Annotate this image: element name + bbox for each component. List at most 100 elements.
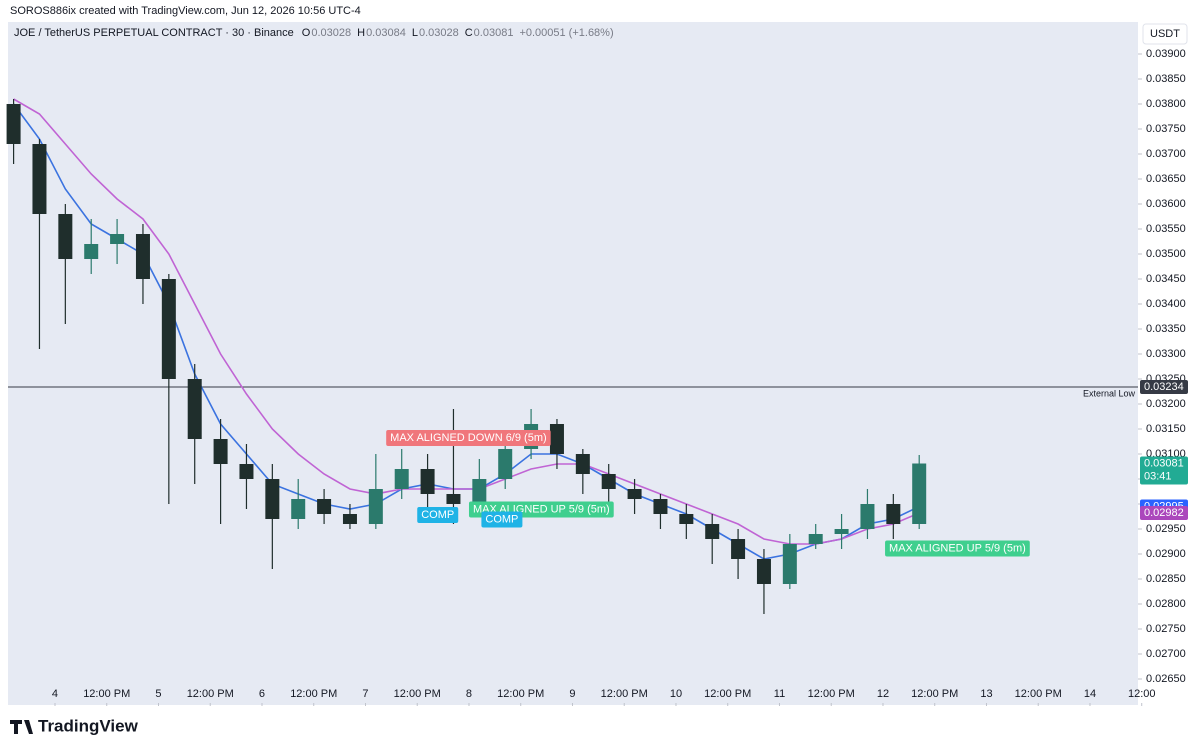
candle-body <box>239 464 254 479</box>
candle-body <box>808 534 823 544</box>
y-tick-label: 0.03750 <box>1146 123 1186 135</box>
x-tick-label: 5 <box>155 688 161 700</box>
y-tick-label: 0.03150 <box>1146 423 1186 435</box>
candle-body <box>342 514 357 524</box>
candle-body <box>317 499 332 514</box>
y-tick-label: 0.02950 <box>1146 523 1186 535</box>
x-tick-label: 13 <box>980 688 992 700</box>
x-tick-label: 12:00 PM <box>290 688 337 700</box>
ohlc-value: 0.03028 <box>419 27 459 39</box>
signal-text: COMP <box>485 513 518 525</box>
candle-body <box>601 474 616 489</box>
y-tick-label: 0.03500 <box>1146 248 1186 260</box>
plot-background <box>8 22 1138 705</box>
ohlc-value: 0.03084 <box>366 27 406 39</box>
y-tick-label: 0.03350 <box>1146 323 1186 335</box>
signal-box <box>417 507 459 523</box>
candle-body <box>84 244 99 259</box>
candle-body <box>161 279 176 379</box>
candle-body <box>213 439 228 464</box>
candle-body <box>705 524 720 539</box>
y-tick-label: 0.03400 <box>1146 298 1186 310</box>
x-tick-label: 14 <box>1084 688 1096 700</box>
candle-body <box>912 463 927 524</box>
y-tick-label: 0.03700 <box>1146 148 1186 160</box>
signal-text: COMP <box>421 509 454 521</box>
candle-body <box>782 544 797 584</box>
chart-title: JOE / TetherUS PERPETUAL CONTRACT · 30 ·… <box>14 27 294 39</box>
candle-body <box>291 499 306 519</box>
signal-label: COMP <box>481 511 523 528</box>
candle-body <box>679 514 694 524</box>
ohlc-value: 0.03028 <box>311 27 351 39</box>
ohlc-key: L <box>412 27 418 39</box>
price-axis-background <box>1138 22 1200 705</box>
x-tick-label: 4 <box>52 688 58 700</box>
x-tick-label: 12 <box>877 688 889 700</box>
logo: TradingView <box>10 716 139 735</box>
candle-body <box>446 494 461 504</box>
x-tick-label: 11 <box>774 688 785 700</box>
x-tick-label: 12:00 PM <box>911 688 958 700</box>
y-tick-label: 0.03800 <box>1146 98 1186 110</box>
moving-average <box>13 98 920 545</box>
candle-body <box>498 449 513 479</box>
candle-body <box>135 234 150 279</box>
x-tick-label: 12:00 PM <box>394 688 441 700</box>
candle-body <box>575 454 590 474</box>
candle-body <box>32 144 47 214</box>
candle-body <box>110 234 125 244</box>
price-tag-text: 0.03234 <box>1144 381 1184 393</box>
candle-body <box>265 479 280 519</box>
y-tick-label: 0.02800 <box>1146 598 1186 610</box>
logo-mark <box>10 720 33 734</box>
x-tick-label: 12:00 PM <box>187 688 234 700</box>
candle-body <box>187 379 202 439</box>
y-tick-label: 0.03600 <box>1146 198 1186 210</box>
currency: USDT <box>1150 28 1180 40</box>
y-tick-label: 0.02650 <box>1146 673 1186 685</box>
x-tick-label: 12:00 PM <box>704 688 751 700</box>
signal-text: MAX ALIGNED UP 5/9 (5m) <box>889 542 1026 554</box>
y-tick-label: 0.03900 <box>1146 48 1186 60</box>
x-tick-label: 8 <box>466 688 472 700</box>
author-line: SOROS886ix created with TradingView.com,… <box>10 5 361 17</box>
candle-body <box>834 529 849 534</box>
ohlc-key: H <box>357 27 365 39</box>
y-tick-label: 0.02850 <box>1146 573 1186 585</box>
signal-label: MAX ALIGNED DOWN 6/9 (5m) <box>386 430 551 446</box>
y-tick-label: 0.02900 <box>1146 548 1186 560</box>
candle-body <box>58 214 73 259</box>
ohlc-key: C <box>465 27 473 39</box>
y-tick-label: 0.03450 <box>1146 273 1186 285</box>
signal-box <box>481 511 523 528</box>
countdown: 03:41 <box>1144 470 1172 482</box>
signal-label: MAX ALIGNED UP 5/9 (5m) <box>885 540 1030 557</box>
ohlc-value: 0.03081 <box>474 27 514 39</box>
y-tick-label: 0.03850 <box>1146 73 1186 85</box>
brand: TradingView <box>38 716 139 735</box>
y-tick-label: 0.03650 <box>1146 173 1186 185</box>
hline-label: External Low <box>1083 388 1136 398</box>
x-tick-label: 9 <box>569 688 575 700</box>
currency-box <box>1142 23 1188 45</box>
y-tick-label: 0.02750 <box>1146 623 1186 635</box>
x-tick-label: 12:00 <box>1128 688 1156 700</box>
x-tick-label: 12:00 PM <box>808 688 855 700</box>
signal-box <box>386 430 551 446</box>
y-tick-label: 0.02700 <box>1146 648 1186 660</box>
x-tick-label: 10 <box>670 688 682 700</box>
price-tag-text: 0.02982 <box>1144 507 1184 519</box>
candle-body <box>368 489 383 524</box>
candle-body <box>420 469 435 494</box>
header: JOE / TetherUS PERPETUAL CONTRACT · 30 ·… <box>14 27 294 39</box>
candle-body <box>549 424 564 454</box>
ohlc-key: O <box>302 27 311 39</box>
candle-body <box>653 499 668 514</box>
x-tick-label: 12:00 PM <box>83 688 130 700</box>
candle-body <box>6 104 21 144</box>
price-tag-text: 0.03081 <box>1144 457 1184 469</box>
x-tick-label: 12:00 PM <box>497 688 544 700</box>
